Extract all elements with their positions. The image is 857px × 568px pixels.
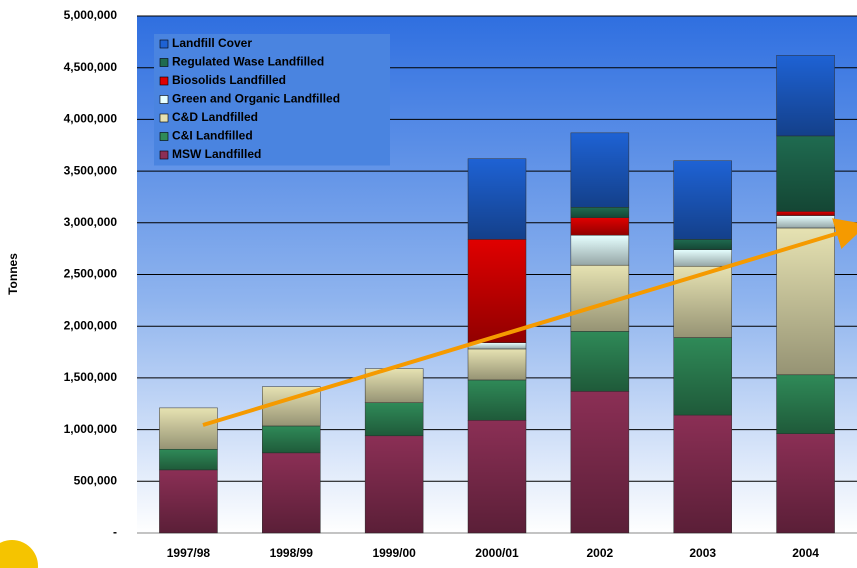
x-tick-label: 2003 bbox=[689, 546, 716, 560]
bar-segment bbox=[673, 160, 732, 240]
bar-segment bbox=[776, 215, 835, 229]
y-tick-label: 3,000,000 bbox=[64, 215, 118, 229]
bar-segment bbox=[570, 234, 630, 266]
bar-segment bbox=[159, 448, 218, 471]
bar-segment bbox=[673, 414, 732, 534]
legend-label: Landfill Cover bbox=[172, 36, 252, 50]
legend-swatch bbox=[159, 58, 169, 67]
y-tick-label: 2,500,000 bbox=[64, 267, 118, 281]
legend-swatch bbox=[159, 95, 169, 104]
bar-segment bbox=[467, 239, 527, 343]
legend-label: C&I Landfilled bbox=[172, 129, 253, 143]
x-tick-label: 2004 bbox=[792, 546, 819, 560]
bar-segment bbox=[364, 435, 424, 534]
bar-segment bbox=[467, 420, 527, 534]
bar-segment bbox=[776, 135, 835, 212]
y-tick-label: 500,000 bbox=[74, 473, 118, 487]
bar-segment bbox=[467, 379, 527, 421]
legend-label: Green and Organic Landfilled bbox=[172, 92, 340, 106]
bar-segment bbox=[776, 374, 835, 434]
bar-segment bbox=[262, 425, 321, 454]
y-axis-label: Tonnes bbox=[6, 253, 20, 295]
bar-segment bbox=[673, 265, 732, 338]
legend-box bbox=[154, 34, 390, 166]
bar-segment bbox=[159, 469, 218, 534]
legend-swatch bbox=[159, 132, 169, 141]
bar-segment bbox=[159, 407, 218, 450]
x-tick-label: 2000/01 bbox=[475, 546, 519, 560]
bar-segment bbox=[570, 391, 630, 534]
x-tick-label: 1997/98 bbox=[167, 546, 211, 560]
bar-segment bbox=[673, 249, 732, 267]
legend-label: Biosolids Landfilled bbox=[172, 73, 286, 87]
y-tick-label: 4,000,000 bbox=[64, 112, 118, 126]
y-tick-label: 2,000,000 bbox=[64, 318, 118, 332]
bar-segment bbox=[467, 158, 527, 240]
bar-segment bbox=[776, 55, 835, 137]
trend-arrow bbox=[202, 218, 857, 427]
y-tick-label: 1,000,000 bbox=[64, 422, 118, 436]
bar-segment bbox=[570, 207, 630, 218]
bar-segment bbox=[262, 452, 321, 534]
bar-segment bbox=[673, 239, 732, 250]
y-tick-label: 1,500,000 bbox=[64, 370, 118, 384]
legend-swatch bbox=[159, 76, 169, 86]
bar-segment bbox=[570, 217, 630, 236]
y-tick-label: 5,000,000 bbox=[64, 8, 118, 22]
decoration bbox=[0, 540, 38, 568]
legend-label: MSW Landfilled bbox=[172, 147, 261, 161]
legend-swatch bbox=[159, 39, 169, 49]
y-tick-label: 4,500,000 bbox=[64, 60, 118, 74]
bar-segment bbox=[673, 337, 732, 416]
x-tick-label: 2002 bbox=[587, 546, 614, 560]
legend-swatch bbox=[159, 113, 169, 123]
y-tick-label: 3,500,000 bbox=[64, 163, 118, 177]
legend-swatch bbox=[159, 150, 169, 160]
x-tick-label: 1999/00 bbox=[372, 546, 416, 560]
bar-segment bbox=[776, 433, 835, 534]
bar-segment bbox=[570, 331, 630, 392]
bar-segment bbox=[776, 211, 835, 216]
bar-segment bbox=[364, 402, 424, 437]
bar-segment bbox=[570, 132, 630, 208]
legend-label: Regulated Wase Landfilled bbox=[172, 55, 324, 69]
legend-label: C&D Landfilled bbox=[172, 110, 258, 124]
y-tick-label: - bbox=[113, 525, 117, 539]
x-tick-label: 1998/99 bbox=[270, 546, 314, 560]
bar-segment bbox=[467, 348, 527, 381]
